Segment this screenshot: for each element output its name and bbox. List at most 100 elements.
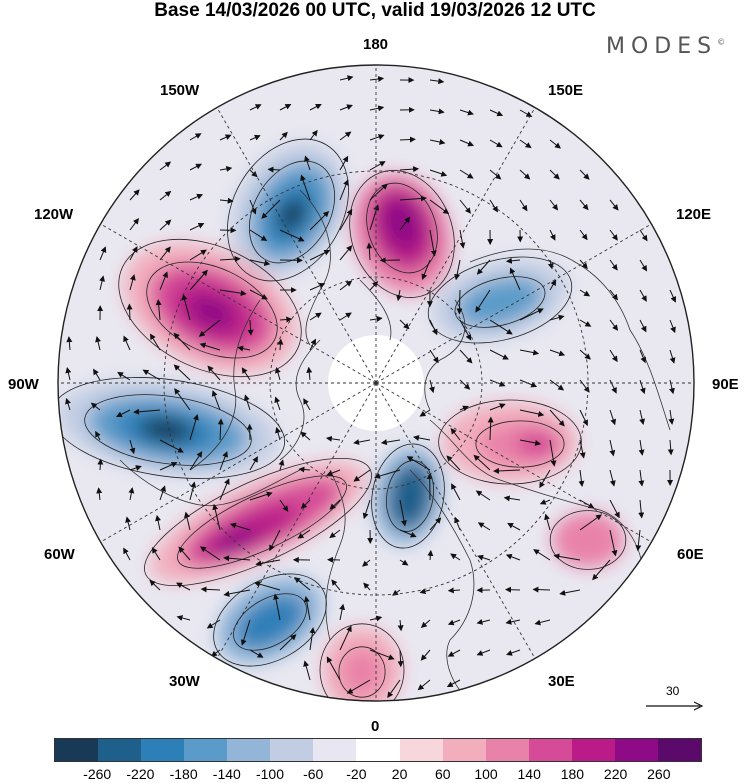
wind-arrow [450,553,461,561]
wind-arrow [396,289,402,302]
wind-arrow [249,104,262,111]
anomaly-band [140,417,192,443]
wind-arrow [211,390,221,411]
colorbar-tick-label: -220 [126,766,155,782]
wind-arrow [184,511,191,531]
wind-arrow [189,414,199,441]
wind-arrow [638,469,645,487]
colorbar-tick-label: 20 [391,766,408,782]
wind-arrow [339,603,346,621]
wind-arrow [519,349,540,356]
wind-arrow [181,293,191,321]
wind-arrow [294,577,311,591]
coastline-segment [279,339,321,461]
wind-arrow [261,199,281,219]
wind-arrow [269,529,281,552]
wind-arrow [219,165,233,172]
wind-arrow [579,259,588,269]
wind-arrow [487,416,494,441]
wind-arrow [243,394,251,411]
colorbar [54,738,702,762]
wind-arrow [549,349,566,357]
wind-arrow [380,439,401,446]
contour-line [58,377,286,479]
colorbar-swatch [141,739,185,761]
wind-arrow [237,345,251,352]
wind-arrow [241,367,251,381]
wind-arrow [362,559,371,567]
wind-arrow [369,183,388,201]
colorbar-swatch [657,739,701,761]
wind-arrow [507,522,521,531]
wind-arrow [219,451,228,471]
contour-line [371,443,445,549]
wind-arrow [459,319,472,341]
wind-arrow [539,469,551,489]
wind-arrow [125,516,132,531]
wind-arrow [639,289,647,302]
wind-arrow [579,439,586,459]
wind-arrow [249,491,273,501]
wind-arrow [553,553,581,561]
wind-arrow [65,397,71,411]
wind-arrow [329,529,341,539]
wind-arrow [97,458,104,471]
wind-arrow [369,204,380,231]
coastline-segment [424,299,466,411]
wind-arrow [369,315,383,322]
wind-arrow [189,133,202,141]
wind-arrow [309,129,318,141]
wind-arrow [450,428,461,441]
wind-vectors [65,75,677,699]
wind-arrow [279,316,293,323]
contour-line [427,256,573,344]
wind-arrow [459,349,473,364]
wind-arrow [142,369,161,381]
wind-arrow [278,459,285,471]
wind-arrow [578,469,585,487]
wind-arrow [399,166,420,173]
wind-arrow [427,549,434,561]
wind-arrow [609,439,616,457]
anomaly-high-europe [322,626,402,701]
wind-arrow [309,627,316,651]
wind-arrow [609,349,618,363]
wind-arrow [609,499,620,519]
colorbar-tick-label: 260 [647,766,671,782]
wind-arrow [155,299,162,321]
wind-arrow [178,546,191,561]
contour-line [144,457,372,587]
wind-arrow [339,179,349,201]
anomaly-band [387,462,433,530]
wind-arrow [199,546,221,561]
brand-mark: © [717,37,726,47]
wind-arrow [549,279,557,291]
wind-arrow [544,513,551,531]
modes-logo: MODES© [606,34,725,59]
colorbar-tick-label: -180 [169,766,198,782]
contours [58,138,627,701]
wind-arrow [387,679,401,699]
wind-arrow [399,136,416,143]
wind-arrow [159,271,168,291]
wind-arrow [447,649,461,657]
wind-arrow [456,289,463,315]
wind-arrow [329,499,341,510]
lon-label-60w: 60W [44,546,75,563]
wind-arrow [446,679,461,687]
colorbar-ticks: -260 -220 -180 -140 -100 -60 -20 20 60 100 140 180 2… [54,766,702,783]
colorbar-swatch [399,739,443,761]
wind-arrow [519,169,531,180]
anomaly-field [58,65,694,701]
wind-arrow [476,618,491,625]
wind-arrow [207,365,221,381]
wind-arrow [249,229,268,242]
wind-arrow [609,229,618,241]
wind-arrow [304,155,311,171]
wind-arrow [547,259,554,270]
wind-arrow [417,679,431,691]
colorbar-tick-label: -260 [83,766,112,782]
wind-arrow [123,547,131,561]
wind-arrow [549,139,561,149]
wind-arrow [303,596,311,621]
